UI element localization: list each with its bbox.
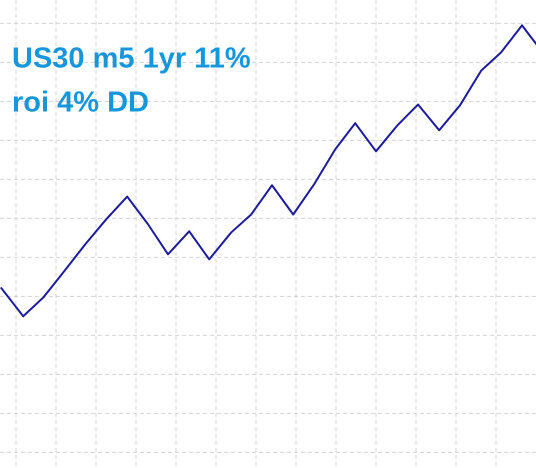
annotation: roi 4% DD <box>12 87 149 119</box>
annotation: US30 m5 1yr 11% <box>12 43 251 75</box>
line <box>0 24 536 318</box>
